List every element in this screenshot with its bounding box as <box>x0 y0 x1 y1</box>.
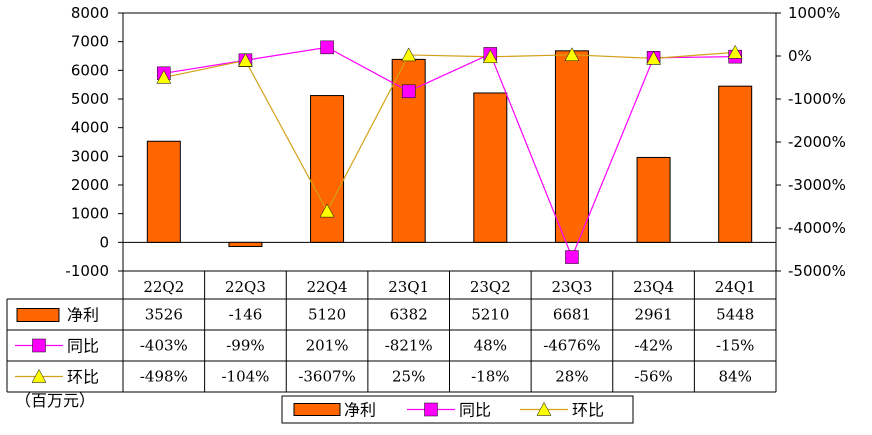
cell-环比-23Q1: 25% <box>392 368 425 386</box>
yoy-point-23Q3 <box>565 250 579 264</box>
cell-同比-23Q1: -821% <box>385 337 433 355</box>
row-key-marker <box>31 368 47 383</box>
cell-净利-23Q3: 6681 <box>553 306 591 324</box>
category-label-23Q4: 23Q4 <box>633 278 674 296</box>
y-right-tick-label: -2000% <box>788 133 846 151</box>
bar-23Q2 <box>473 92 508 243</box>
legend-label: 环比 <box>572 401 604 420</box>
bar-23Q3 <box>554 50 589 243</box>
legend-key-marker <box>536 401 552 416</box>
qoq-point-23Q1 <box>401 47 417 62</box>
cell-环比-23Q2: -18% <box>471 368 509 386</box>
y-left-tick-label: 1000 <box>71 205 109 223</box>
category-label-23Q3: 23Q3 <box>551 278 592 296</box>
y-left-tick-label: -1000 <box>65 262 109 280</box>
category-label-23Q2: 23Q2 <box>470 278 511 296</box>
qoq-point-22Q4 <box>319 203 335 218</box>
category-label-22Q4: 22Q4 <box>307 278 348 296</box>
y-right-tick-label: -5000% <box>788 262 846 280</box>
y-left-tick-label: 4000 <box>71 119 109 137</box>
bar-22Q4 <box>310 95 345 243</box>
legend-key-bar <box>293 403 341 416</box>
y-right-tick-label: 1000% <box>788 4 840 22</box>
yoy-line <box>163 46 736 259</box>
y-left-tick-label: 8000 <box>71 4 109 22</box>
legend-key-marker <box>424 402 438 417</box>
qoq-point-22Q2 <box>156 69 172 84</box>
y-right-tick-label: -4000% <box>788 219 846 237</box>
unit-label: （百万元） <box>15 391 95 410</box>
cell-同比-24Q1: -15% <box>716 337 754 355</box>
bar-23Q4 <box>636 156 671 243</box>
cell-同比-23Q4: -42% <box>634 337 672 355</box>
bar-22Q2 <box>146 140 181 243</box>
cell-同比-22Q3: -99% <box>226 337 264 355</box>
cell-环比-22Q3: -104% <box>221 368 269 386</box>
y-left-tick-label: 7000 <box>71 33 109 51</box>
bar-24Q1 <box>718 85 753 243</box>
qoq-line <box>163 51 736 213</box>
cell-同比-22Q4: 201% <box>306 337 349 355</box>
y-left-tick-label: 3000 <box>71 147 109 165</box>
category-label-22Q3: 22Q3 <box>225 278 266 296</box>
row-label-同比: 同比 <box>67 337 99 356</box>
legend: 净利 同比 环比 <box>281 395 634 424</box>
qoq-point-23Q4 <box>646 50 661 65</box>
y-right-tick-label: -1000% <box>788 90 846 108</box>
data-table: 22Q2 22Q3 22Q4 23Q1 23Q2 23Q3 23Q4 24Q1 净利 3526 -1… <box>6 271 777 393</box>
qoq-point-22Q3 <box>238 52 253 67</box>
cell-同比-23Q3: -4676% <box>543 337 601 355</box>
cell-净利-22Q4: 5120 <box>308 306 346 324</box>
category-label-24Q1: 24Q1 <box>715 278 756 296</box>
cell-环比-24Q1: 84% <box>719 368 752 386</box>
row-key-marker <box>32 338 46 353</box>
row-label-环比: 环比 <box>67 368 99 387</box>
qoq-point-23Q2 <box>482 49 498 64</box>
qoq-point-23Q3 <box>564 47 580 62</box>
plot-area: 8000 7000 6000 5000 4000 3000 2000 1000 0 -1000 10… <box>65 4 845 280</box>
yoy-point-23Q1 <box>401 84 416 99</box>
y-left-tick-label: 5000 <box>71 90 109 108</box>
cell-净利-24Q1: 5448 <box>716 306 754 324</box>
qoq-point-24Q1 <box>727 44 743 59</box>
cell-净利-22Q2: 3526 <box>145 306 183 324</box>
cell-净利-23Q2: 5210 <box>471 306 509 324</box>
cell-环比-22Q4: -3607% <box>298 368 356 386</box>
y-left-tick-label: 0 <box>99 233 109 251</box>
bar-22Q3 <box>228 241 263 248</box>
cell-环比-23Q3: 28% <box>555 368 588 386</box>
row-key-bar <box>16 308 60 322</box>
cell-环比-22Q2: -498% <box>140 368 188 386</box>
y-right-tick-label: 0% <box>788 47 812 65</box>
category-label-22Q2: 22Q2 <box>143 278 184 296</box>
row-label-净利: 净利 <box>67 306 99 325</box>
legend-label: 同比 <box>459 401 491 420</box>
y-left-tick-label: 6000 <box>71 61 109 79</box>
cell-同比-23Q2: 48% <box>474 337 507 355</box>
cell-净利-23Q4: 2961 <box>634 306 672 324</box>
y-right-tick-label: -3000% <box>788 176 846 194</box>
yoy-point-22Q4 <box>320 40 334 55</box>
cell-净利-23Q1: 6382 <box>390 306 428 324</box>
category-label-23Q1: 23Q1 <box>388 278 429 296</box>
cell-环比-23Q4: -56% <box>634 368 672 386</box>
cell-同比-22Q2: -403% <box>140 337 188 355</box>
legend-label: 净利 <box>344 401 376 420</box>
y-left-tick-label: 2000 <box>71 176 109 194</box>
cell-净利-22Q3: -146 <box>229 306 263 324</box>
